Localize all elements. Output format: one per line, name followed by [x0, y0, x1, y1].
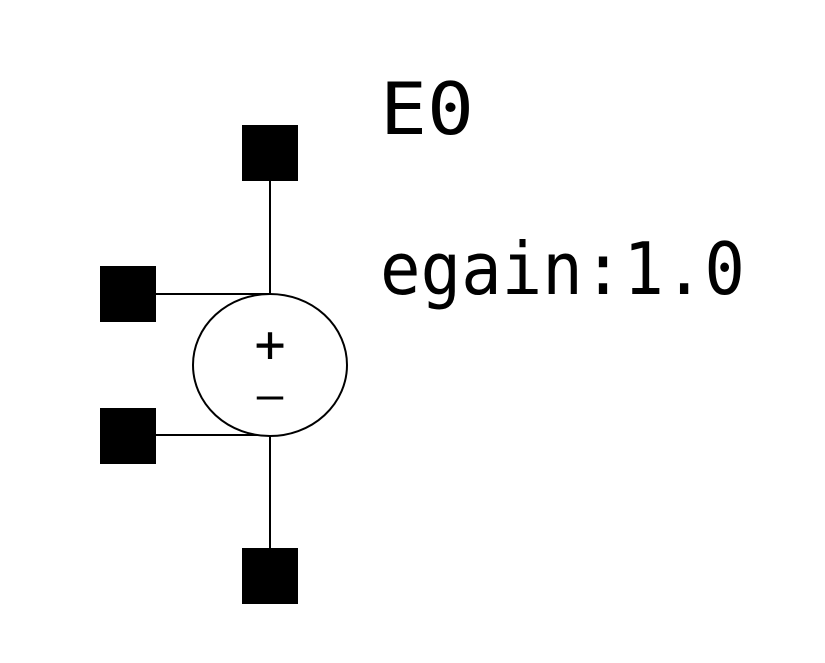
minus-sign: —: [257, 370, 284, 421]
plus-sign: +: [254, 315, 285, 375]
pin-output-plus[interactable]: [242, 125, 298, 181]
pin-control-plus[interactable]: [100, 266, 156, 322]
instance-name-label: E0: [380, 67, 474, 151]
pin-output-minus[interactable]: [242, 548, 298, 604]
pin-control-minus[interactable]: [100, 408, 156, 464]
parameter-label: egain:1.0: [380, 227, 745, 311]
source-body-circle: [192, 293, 348, 437]
